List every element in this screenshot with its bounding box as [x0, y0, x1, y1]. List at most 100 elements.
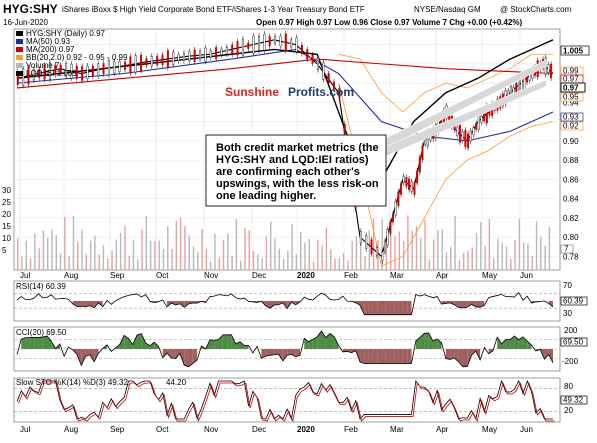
volume-left-axis: 30 25 20 15 10 5: [2, 186, 11, 255]
volume-bar-190: [424, 219, 426, 270]
candle-body-4-2: [113, 61, 116, 74]
candle-body-25-0: [467, 133, 470, 149]
legend-volume: Volume 7: [26, 61, 60, 70]
candle-body-24-1: [459, 124, 462, 143]
badge-cci-text: 69.50: [563, 338, 584, 347]
cci-neg-66: [295, 349, 301, 357]
candle-body-4-0: [102, 63, 105, 75]
annotation-line-2: HYG:SHY and LQD:IEI ratios): [216, 154, 369, 166]
candle-body-3-1: [86, 65, 89, 79]
rsi-neg-82: [364, 301, 369, 315]
rsi-neg-40: [184, 301, 189, 308]
candle-body-6-0: [145, 58, 148, 66]
volume-bar-174: [390, 224, 392, 270]
badge-rsi: [560, 296, 588, 306]
volume-bar-206: [458, 260, 461, 270]
cci-pos-28: [132, 334, 138, 349]
volume-bar-204: [454, 215, 456, 270]
watermark-profits: Profits.com: [288, 85, 354, 99]
volume-bar-228: [505, 246, 508, 270]
candle-body-1-1: [43, 65, 46, 80]
candle-body-8-2: [199, 50, 202, 60]
rsi-neg-87: [385, 301, 391, 315]
candle-body-18-0: [392, 213, 395, 223]
date-label: 16-Jun-2020: [3, 18, 48, 27]
x-tick-x-axis-main-11: Jun: [520, 271, 533, 280]
vol-tick-0: 30: [2, 186, 11, 195]
volume-bar-24: [68, 256, 70, 270]
cci-plot: [14, 330, 560, 368]
cci-tick-200: 200: [564, 326, 578, 335]
cci-pos-70: [312, 336, 318, 349]
candle-body-18-3: [400, 183, 403, 195]
candle-body-20-2: [418, 157, 421, 173]
legend-ma200: MA(200) 0.97: [26, 45, 75, 54]
badge-ma200-text: 0.97: [563, 75, 579, 84]
candle-body-19-3: [410, 181, 413, 192]
cci-pos-47: [214, 339, 219, 349]
volume-bar-42: [107, 258, 109, 270]
volume-bar-52: [128, 255, 130, 270]
volume-bar-14: [47, 238, 49, 270]
volume-bar-200: [445, 252, 448, 270]
rsi-neg-16: [81, 301, 86, 307]
cci-pos-7: [42, 336, 48, 349]
price-legend: HYG:SHY (Daily) 0.97 MA(50) 0.93 MA(200)…: [16, 29, 128, 78]
volume-bar-202: [450, 246, 452, 270]
volume-bar-10: [38, 248, 40, 270]
rsi-neg-84: [372, 301, 378, 315]
cci-neg-40: [184, 349, 189, 367]
cci-pos-26: [124, 335, 129, 349]
legend-lqd: LQD:IEI 1.005: [26, 69, 77, 78]
rsi-neg-61: [274, 301, 279, 306]
ohlc-summary: Open 0.97 High 0.97 Low 0.96 Close 0.97 …: [256, 18, 523, 27]
candle-body-4-3: [118, 61, 121, 72]
legend-swatch-bb: [16, 55, 23, 60]
legend-price: HYG:SHY (Daily) 0.97: [26, 29, 106, 38]
rsi-neg-62: [278, 301, 283, 305]
annotation-box: [205, 134, 387, 207]
candle-body-24-2: [461, 131, 464, 141]
candle-body-14-1: [322, 62, 325, 80]
cci-pos-73: [325, 333, 331, 349]
candle-body-14-3: [333, 81, 336, 90]
cci-neg-104: [458, 349, 463, 367]
volume-bar-148: [334, 258, 336, 270]
candle-body-25-3: [475, 123, 478, 130]
x-tick-x-axis-bottom-8: Mar: [390, 425, 404, 434]
volume-bar-140: [317, 240, 319, 270]
cci-neg-88: [390, 349, 395, 364]
cci-pos-32: [149, 342, 155, 349]
cci-neg-59: [265, 349, 270, 357]
volume-bar-38: [98, 254, 100, 270]
volume-bar-222: [492, 257, 495, 270]
candle-body-8-0: [188, 51, 191, 62]
series-line-1: [16, 48, 554, 142]
volume-bar-122: [278, 248, 280, 270]
candle-body-13-3: [311, 54, 314, 64]
cci-neg-83: [368, 349, 373, 364]
candle-body-5-0: [123, 61, 126, 70]
rsi-neg-91: [402, 301, 408, 315]
cci-neg-36: [167, 349, 172, 358]
volume-bar-230: [510, 259, 512, 270]
volume-bar-146: [330, 249, 332, 270]
y-tick-8: 0.94: [563, 98, 579, 107]
badge-rsi-text: 60.39: [563, 297, 584, 306]
candle-body-19-0: [402, 175, 405, 183]
volume-bar-118: [269, 221, 272, 270]
candle-body-11-0: [252, 35, 255, 54]
candle-body-20-1: [416, 170, 419, 184]
volume-bar-102: [235, 218, 238, 270]
cci-neg-105: [462, 349, 468, 367]
volume-bar-106: [244, 228, 246, 270]
volume-bar-108: [248, 230, 250, 270]
vol-tick-1: 25: [2, 198, 11, 207]
volume-bar-156: [351, 240, 353, 270]
candle-body-16-3: [375, 247, 378, 257]
bollinger-bands: [338, 53, 554, 267]
watermark-sunshine: Sunshine: [225, 85, 279, 99]
x-tick-x-axis-main-10: May: [482, 271, 497, 280]
cci-pos-4: [29, 337, 35, 349]
volume-bar-136: [308, 239, 310, 270]
